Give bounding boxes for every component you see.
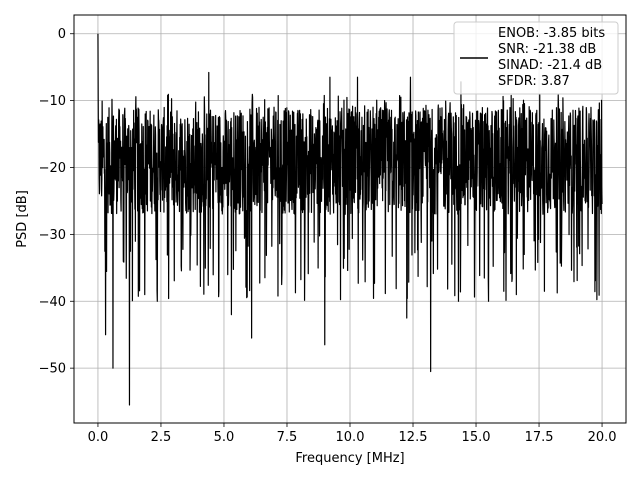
y-tick-label: −50 [39, 362, 66, 377]
x-tick-label: 5.0 [214, 430, 235, 445]
x-tick-label: 12.5 [399, 430, 428, 445]
legend-entry: SFDR: 3.87 [498, 74, 570, 89]
y-axis-label: PSD [dB] [15, 190, 30, 248]
legend-entry: SNR: -21.38 dB [498, 42, 596, 57]
y-tick-label: −40 [39, 295, 66, 310]
ticks: 0.0 2.5 5.0 7.5 10.0 12.5 15.0 17.5 20.0 0 −10 −20 −… [39, 27, 617, 445]
x-tick-label: 0.0 [88, 430, 109, 445]
legend-box [453, 21, 619, 95]
x-tick-label: 10.0 [336, 430, 365, 445]
y-tick-label: 0 [58, 27, 66, 42]
series [97, 33, 603, 406]
x-tick-label: 15.0 [462, 430, 491, 445]
axes-frame [73, 14, 627, 424]
x-tick-label: 17.5 [525, 430, 554, 445]
x-tick-label: 20.0 [588, 430, 617, 445]
legend-entry: ENOB: -3.85 bits [498, 26, 605, 41]
x-tick-label: 7.5 [277, 430, 298, 445]
legend-entry: SINAD: -21.4 dB [498, 58, 602, 73]
y-tick-label: −30 [39, 228, 66, 243]
psd-trace [97, 33, 603, 406]
y-tick-label: −10 [39, 94, 66, 109]
x-tick-label: 2.5 [151, 430, 172, 445]
x-axis-label: Frequency [MHz] [295, 451, 404, 466]
y-tick-label: −20 [39, 161, 66, 176]
